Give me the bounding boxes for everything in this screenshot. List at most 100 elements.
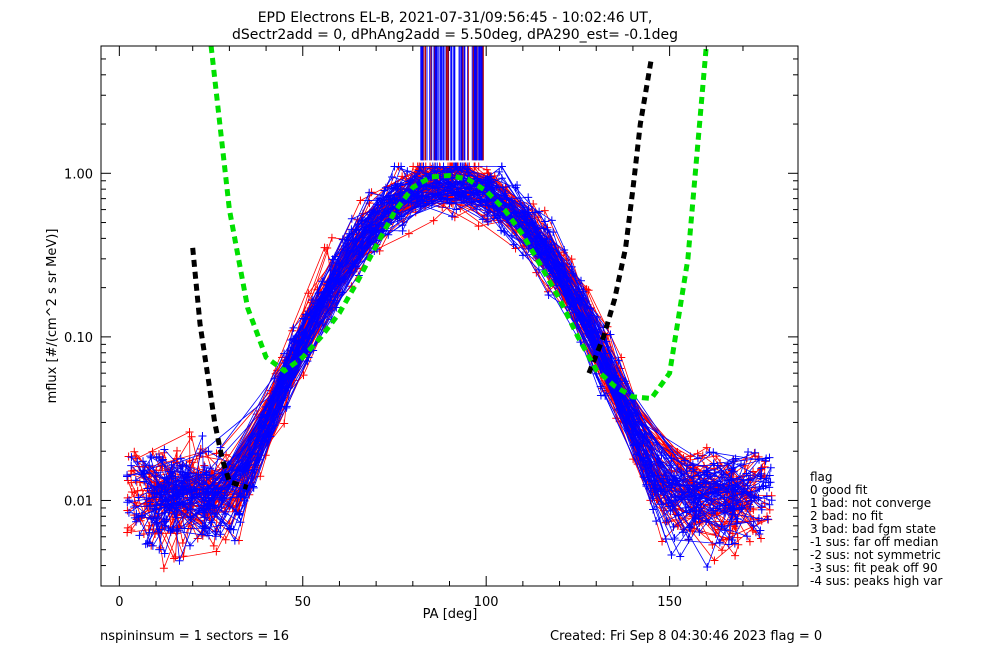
peak-marker-lines — [420, 46, 484, 161]
blue-spin-point — [763, 515, 772, 524]
blue-spin-point — [680, 456, 689, 465]
blue-spin-point — [235, 511, 244, 520]
blue-spin-point — [756, 472, 765, 481]
red-spin-point — [356, 196, 365, 205]
red-spin-point — [280, 419, 289, 428]
blue-spin-point — [693, 454, 702, 463]
blue-spin-point — [211, 532, 220, 541]
blue-spin-point — [756, 526, 765, 535]
blue-spin-point — [125, 496, 134, 505]
red-spin-point — [327, 233, 336, 242]
axes: 0 50 100 150 0.01 0.10 1.00 — [64, 45, 798, 610]
red-spin-point — [178, 539, 187, 548]
blue-spin-point — [235, 489, 244, 498]
blue-spin-point — [765, 500, 774, 509]
blue-spin-point — [137, 511, 146, 520]
blue-spin-point — [389, 184, 398, 193]
blue-spin-point — [682, 467, 691, 476]
red-spin-point — [123, 506, 132, 515]
legend-entry: 3 bad: bad fgm state — [810, 522, 936, 536]
red-spin-point — [733, 533, 742, 542]
blue-spin-point — [347, 214, 356, 223]
blue-spin-point — [166, 467, 175, 476]
blue-spin-point — [665, 461, 674, 470]
blue-spin-point — [695, 528, 704, 537]
blue-spin-point — [220, 491, 229, 500]
blue-spin-point — [669, 522, 678, 531]
blue-spin-point — [124, 508, 133, 517]
red-spin-point — [127, 526, 136, 535]
red-spin-point — [179, 552, 188, 561]
blue-spin-point — [705, 448, 714, 457]
blue-spin-point — [216, 521, 225, 530]
blue-spin-point — [532, 244, 541, 253]
blue-spin-point — [155, 545, 164, 554]
blue-spin-point — [201, 524, 210, 533]
blue-spin-point — [624, 426, 633, 435]
blue-spin-point — [586, 315, 595, 324]
blue-spin-point — [132, 517, 141, 526]
red-spin-point — [540, 206, 549, 215]
blue-spin-point — [531, 224, 540, 233]
blue-spin-point — [449, 162, 458, 171]
blue-spin-point — [150, 488, 159, 497]
blue-spin-point — [730, 505, 739, 514]
blue-spin-point — [751, 448, 760, 457]
legend-entry: -3 sus: fit peak off 90 — [810, 561, 938, 575]
blue-spin-point — [146, 498, 155, 507]
blue-spin-point — [668, 502, 677, 511]
blue-spin-point — [696, 509, 705, 518]
blue-spin-point — [221, 510, 230, 519]
blue-spin-point — [176, 454, 185, 463]
blue-spin-point — [743, 532, 752, 541]
blue-spin-point — [181, 482, 190, 491]
blue-spin-point — [347, 225, 356, 234]
y-axis-label: mflux [#/(cm^2 s sr MeV)] — [45, 229, 60, 404]
blue-spin-point — [168, 525, 177, 534]
blue-spin-point — [676, 552, 685, 561]
blue-spin-point — [661, 535, 670, 544]
legend-entry: -4 sus: peaks high var — [810, 574, 943, 588]
fit-curves — [190, 46, 709, 490]
blue-spin-point — [156, 493, 165, 502]
red-spin-point — [185, 428, 194, 437]
blue-spin-point — [761, 481, 770, 490]
legend-entry: 2 bad: no fit — [810, 509, 883, 523]
blue-spin-point — [497, 162, 506, 171]
blue-spin-point — [349, 236, 358, 245]
blue-spin-point — [143, 484, 152, 493]
blue-spin-point — [206, 464, 215, 473]
legend-entry: 0 good fit — [810, 483, 868, 497]
red-spin-point — [734, 540, 743, 549]
blue-spin-point — [730, 539, 739, 548]
red-spin-point — [173, 446, 182, 455]
blue-spin-point — [198, 432, 207, 441]
blue-spin-point — [130, 513, 139, 522]
y-tick-label: 0.10 — [64, 331, 93, 346]
y-tick-label: 0.01 — [64, 494, 93, 509]
red-spin-point — [212, 547, 221, 556]
blue-spin-point — [173, 526, 182, 535]
blue-spin-point — [397, 162, 406, 171]
blue-spin-point — [709, 504, 718, 513]
blue-spin-point — [169, 492, 178, 501]
blue-spin-point — [690, 485, 699, 494]
blue-spin-point — [606, 330, 615, 339]
blue-spin-point — [367, 226, 376, 235]
blue-spin-point — [547, 240, 556, 249]
blue-spin-point — [673, 463, 682, 472]
blue-spin-point — [204, 447, 213, 456]
blue-spin-point — [129, 503, 138, 512]
blue-spin-point — [360, 244, 369, 253]
blue-spin-point — [473, 190, 482, 199]
red-spin-point — [170, 554, 179, 563]
red-spin-point — [745, 537, 754, 546]
red-spin-point — [193, 534, 202, 543]
blue-spin-point — [308, 296, 317, 305]
blue-spin-point — [123, 498, 132, 507]
blue-spin-point — [571, 305, 580, 314]
blue-spin-point — [160, 517, 169, 526]
red-spin-point — [123, 528, 132, 537]
blue-spin-point — [167, 461, 176, 470]
blue-spin-point — [670, 534, 679, 543]
